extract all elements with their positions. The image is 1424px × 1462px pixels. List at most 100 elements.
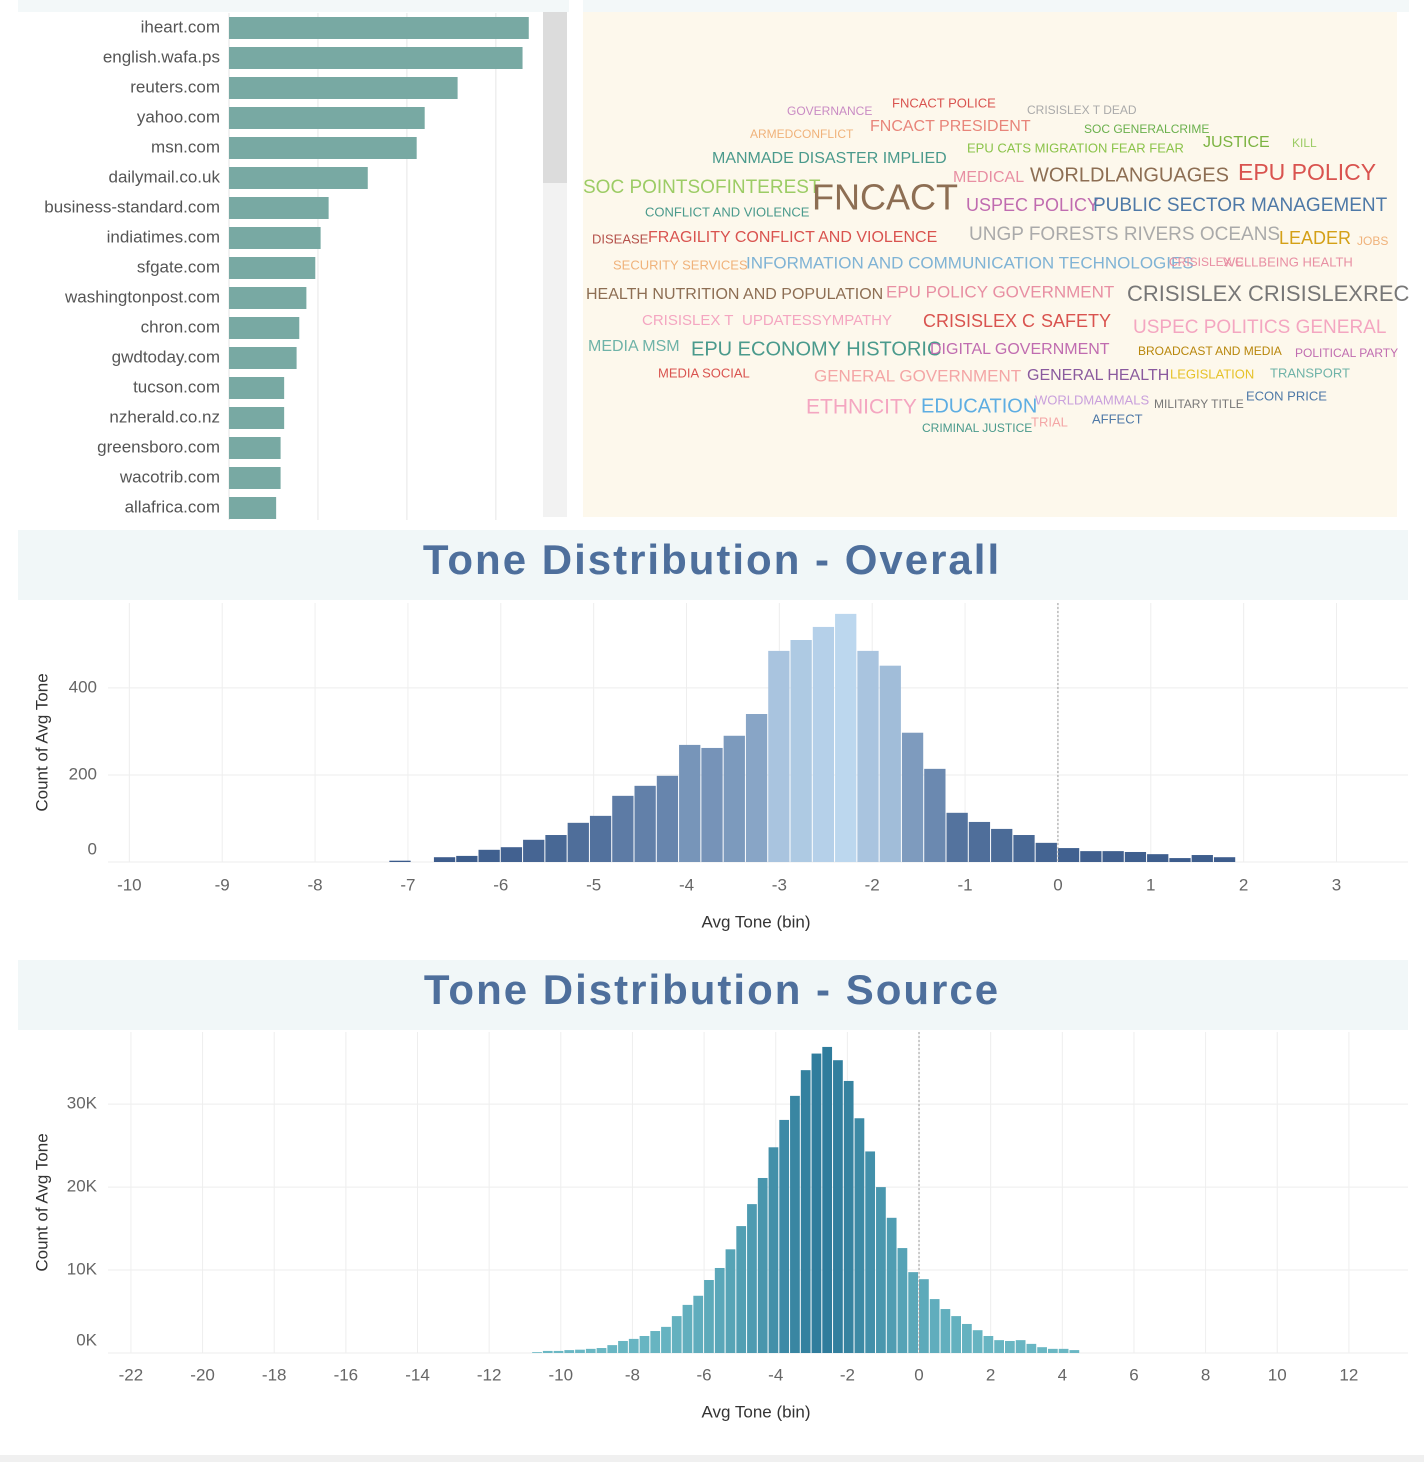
histogram-bar <box>946 812 968 862</box>
histogram-bar <box>671 1316 682 1353</box>
cloud-word: CRISISLEX CRISISLEXREC <box>1127 281 1410 306</box>
bar <box>229 137 417 159</box>
cloud-word: WORLDMAMMALS <box>1035 392 1149 407</box>
bar <box>229 497 277 519</box>
category-label: gwdtoday.com <box>112 347 220 366</box>
histogram-bar <box>908 1272 919 1353</box>
category-label: reuters.com <box>130 77 220 96</box>
cloud-word: FNCACT POLICE <box>892 95 996 110</box>
bar <box>229 257 316 279</box>
x-tick-label: -6 <box>493 875 508 894</box>
histogram-bar <box>747 1204 757 1353</box>
y-tick-label: 200 <box>69 764 97 783</box>
histogram-bar <box>854 1118 865 1353</box>
cloud-word: SECURITY SERVICES <box>613 257 748 272</box>
title-banner <box>18 960 1408 1030</box>
histogram-bar <box>879 665 901 862</box>
x-tick-label: -10 <box>549 1365 574 1384</box>
cloud-word: TRANSPORT <box>1270 365 1350 380</box>
cloud-word: POLITICAL PARTY <box>1295 346 1398 360</box>
y-axis-label: Count of Avg Tone <box>32 673 51 811</box>
x-tick-label: -22 <box>119 1365 144 1384</box>
cloud-word: FNCACT PRESIDENT <box>870 118 1031 135</box>
cloud-word: DIGITAL GOVERNMENT <box>930 341 1110 358</box>
histogram-bar <box>1037 1347 1047 1353</box>
category-label: chron.com <box>141 317 220 336</box>
histogram-bar <box>532 1352 542 1353</box>
x-tick-label: -10 <box>117 875 142 894</box>
histogram-bar <box>768 1147 779 1353</box>
x-tick-label: -5 <box>586 875 601 894</box>
cloud-word: MEDIA MSM <box>588 338 680 355</box>
histogram-bar <box>1004 1340 1015 1353</box>
cloud-word: MILITARY TITLE <box>1154 397 1244 411</box>
cloud-word: USPEC POLITICS GENERAL <box>1133 317 1386 338</box>
histogram-bar <box>1026 1343 1037 1353</box>
histogram-bar <box>723 735 745 862</box>
bar <box>229 47 523 69</box>
category-label: tucson.com <box>133 377 220 396</box>
bar <box>229 287 307 309</box>
histogram-bar <box>607 1345 618 1353</box>
histogram-bar <box>725 1249 736 1353</box>
cloud-word: BROADCAST AND MEDIA <box>1138 344 1282 358</box>
x-tick-label: -6 <box>697 1365 712 1384</box>
histogram-bar <box>991 828 1013 862</box>
cloud-word: MANMADE DISASTER IMPLIED <box>712 150 947 167</box>
histogram-bar <box>800 1070 811 1353</box>
histogram-bar <box>650 1331 661 1353</box>
chart-title: Tone Distribution - Overall <box>423 536 1001 583</box>
category-label: greensboro.com <box>97 437 220 456</box>
histogram-bar <box>983 1335 994 1353</box>
y-tick-label: 400 <box>69 677 97 696</box>
histogram-bar <box>714 1267 725 1353</box>
cloud-word: AFFECT <box>1092 411 1143 426</box>
x-axis-label: Avg Tone (bin) <box>702 912 811 931</box>
cloud-word: EPU POLICY GOVERNMENT <box>886 282 1114 301</box>
histogram-bar <box>968 821 991 862</box>
histogram-bar <box>693 1295 704 1353</box>
category-label: iheart.com <box>141 17 220 36</box>
cloud-word: CRISISLEX T <box>642 312 733 329</box>
x-tick-label: -7 <box>400 875 415 894</box>
histogram-bar <box>701 747 723 862</box>
cloud-word: ARMEDCONFLICT <box>750 127 854 141</box>
histogram-bar <box>994 1340 1004 1353</box>
x-tick-label: -16 <box>334 1365 359 1384</box>
histogram-bar <box>1213 857 1236 862</box>
histogram-bar <box>634 785 656 862</box>
cloud-word: UPDATESSYMPATHY <box>742 312 892 329</box>
cloud-word: EPU ECONOMY HISTORIC <box>691 338 941 360</box>
histogram-bar <box>656 775 679 862</box>
cloud-word: TRIAL <box>1031 414 1068 429</box>
histogram-bar <box>628 1338 639 1353</box>
histogram-bar <box>736 1226 747 1353</box>
cloud-word: FRAGILITY CONFLICT AND VIOLENCE <box>648 229 937 246</box>
histogram-bar <box>757 1177 768 1353</box>
cloud-word: CRISISLEX T DEAD <box>1027 103 1137 117</box>
y-tick-label: 0K <box>76 1330 97 1349</box>
x-tick-label: -18 <box>262 1365 287 1384</box>
histogram-bar <box>865 1151 876 1353</box>
chart-title: Tone Distribution - Source <box>424 966 1000 1013</box>
histogram-bar <box>585 1348 596 1353</box>
histogram-bar <box>886 1217 897 1353</box>
cloud-word: USPEC POLICY <box>966 195 1099 215</box>
scrollbar-thumb[interactable] <box>543 12 567 183</box>
cloud-word: SAFETY <box>1041 311 1111 331</box>
histogram-bar <box>545 835 567 862</box>
cloud-word: EPU POLICY <box>1238 159 1376 185</box>
histogram-bar <box>661 1326 671 1353</box>
x-tick-label: -3 <box>772 875 787 894</box>
x-tick-label: -2 <box>865 875 880 894</box>
histogram-bar <box>811 1053 822 1353</box>
histogram-bar <box>478 849 500 862</box>
histogram-bar <box>929 1299 940 1353</box>
category-label: wacotrib.com <box>119 467 220 486</box>
x-tick-label: 12 <box>1339 1365 1358 1384</box>
x-tick-label: 2 <box>986 1365 995 1384</box>
histogram-bar <box>919 1279 929 1353</box>
cloud-word: SOC POINTSOFINTEREST <box>583 177 821 198</box>
histogram-bar <box>523 839 545 862</box>
